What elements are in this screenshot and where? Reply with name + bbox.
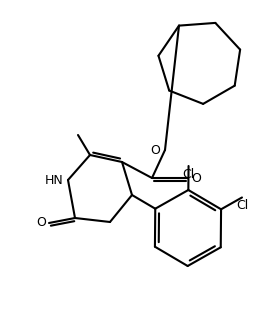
Text: O: O xyxy=(191,172,201,184)
Text: HN: HN xyxy=(45,174,64,187)
Text: O: O xyxy=(150,144,160,157)
Text: Cl: Cl xyxy=(182,168,195,181)
Text: O: O xyxy=(36,217,46,229)
Text: Cl: Cl xyxy=(236,199,248,212)
